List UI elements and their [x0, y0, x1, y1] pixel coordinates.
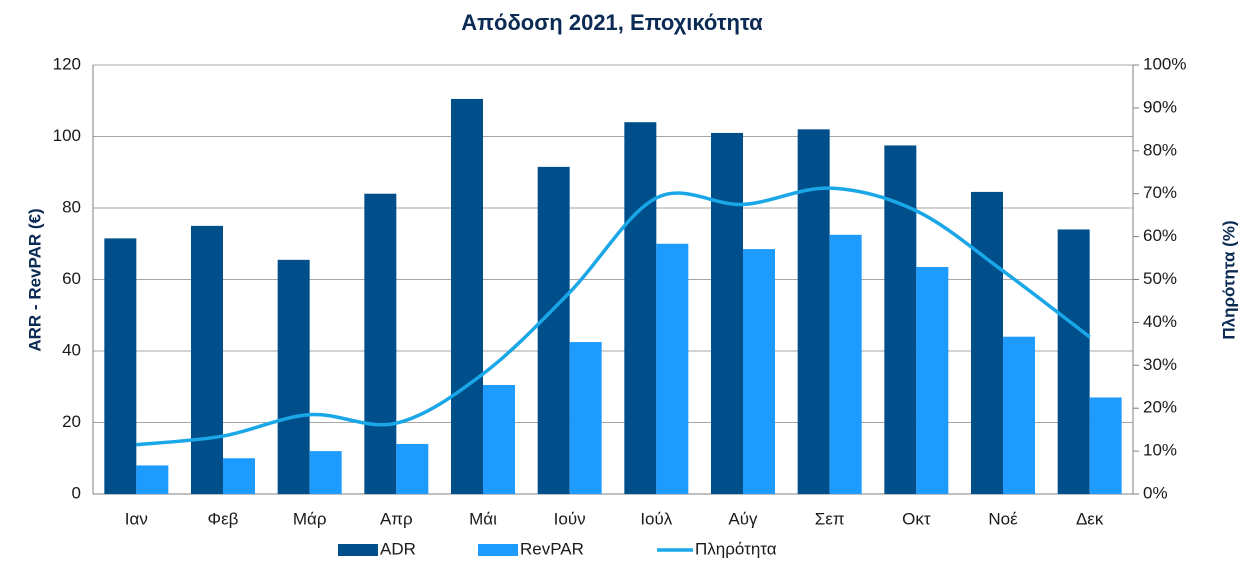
legend-swatch: [478, 544, 518, 556]
bar: [743, 249, 775, 494]
bar: [1089, 397, 1122, 494]
x-tick-label: Ιούλ: [640, 509, 672, 528]
bar: [916, 266, 949, 494]
x-tick-label: Φεβ: [208, 509, 239, 528]
x-tick-label: Νοέ: [988, 509, 1018, 528]
y2-tick-label: 0%: [1143, 483, 1168, 502]
bar: [364, 193, 397, 494]
bar: [971, 191, 1003, 494]
chart-title: Απόδοση 2021, Εποχικότητα: [461, 10, 763, 35]
bar: [656, 243, 689, 494]
y-tick-label: 100: [53, 126, 81, 145]
legend-swatch: [338, 544, 378, 556]
y2-tick-label: 80%: [1143, 140, 1177, 159]
bar: [797, 129, 830, 494]
bar: [104, 238, 137, 494]
x-tick-label: Αύγ: [728, 509, 758, 528]
bar: [277, 259, 310, 494]
y-tick-label: 80: [62, 197, 81, 216]
y2-tick-label: 70%: [1143, 183, 1177, 202]
y-tick-label: 0: [72, 483, 81, 502]
y2-tick-label: 30%: [1143, 355, 1177, 374]
x-tick-label: Μάρ: [293, 509, 327, 528]
bar: [483, 384, 515, 494]
bar: [191, 225, 223, 494]
bar: [309, 451, 342, 494]
x-tick-label: Οκτ: [902, 509, 931, 528]
x-tick-label: Απρ: [380, 509, 413, 528]
legend-label: RevPAR: [520, 539, 584, 558]
x-tick-label: Σεπ: [815, 509, 845, 528]
bar: [884, 145, 917, 494]
x-tick-label: Μάι: [469, 509, 497, 528]
bar: [1003, 336, 1035, 494]
bar: [711, 132, 743, 495]
line: [136, 186, 1091, 447]
y-axis-label: ARR - RevPAR (€): [25, 208, 44, 351]
bar: [396, 443, 429, 494]
bar: [451, 98, 483, 495]
x-tick-label: Ιούν: [554, 509, 586, 528]
y-tick-label: 60: [62, 269, 81, 288]
bar: [1057, 229, 1090, 494]
legend-label: Πληρότητα: [695, 539, 777, 558]
y2-tick-label: 60%: [1143, 226, 1177, 245]
bar: [223, 458, 255, 494]
y-tick-label: 40: [62, 340, 81, 359]
bar: [624, 122, 657, 494]
y2-tick-label: 100%: [1143, 54, 1186, 73]
x-tick-label: Ιαν: [125, 509, 148, 528]
legend-label: ADR: [380, 539, 416, 558]
y-tick-label: 20: [62, 412, 81, 431]
bar: [537, 166, 570, 494]
bar: [136, 465, 169, 494]
y-tick-label: 120: [53, 54, 81, 73]
bar: [569, 342, 602, 494]
y2-axis-label: Πληρότητα (%): [1219, 220, 1238, 339]
bar: [829, 234, 862, 494]
y2-tick-label: 40%: [1143, 312, 1177, 331]
y2-tick-label: 50%: [1143, 269, 1177, 288]
y2-tick-label: 10%: [1143, 441, 1177, 460]
x-tick-label: Δεκ: [1076, 509, 1104, 528]
y2-tick-label: 90%: [1143, 97, 1177, 116]
y2-tick-label: 20%: [1143, 398, 1177, 417]
